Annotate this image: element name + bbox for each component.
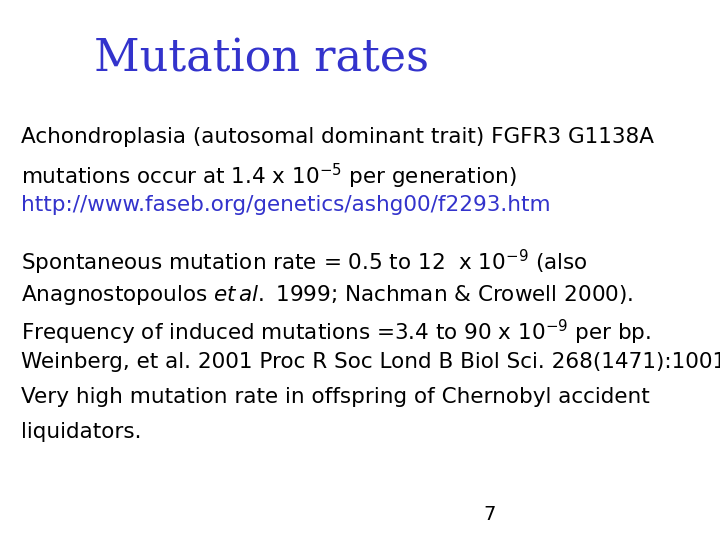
Text: Anagnostopoulos $\mathit{et\ \!al.}$ 1999; Nachman & Crowell 2000).: Anagnostopoulos $\mathit{et\ \!al.}$ 199… <box>21 283 633 307</box>
Text: 7: 7 <box>484 505 496 524</box>
Text: http://www.faseb.org/genetics/ashg00/f2293.htm: http://www.faseb.org/genetics/ashg00/f22… <box>21 195 551 215</box>
Text: Frequency of induced mutations =3.4 to 90 x 10$^{-9}$ per bp.: Frequency of induced mutations =3.4 to 9… <box>21 318 651 347</box>
Text: mutations occur at 1.4 x 10$^{-5}$ per generation): mutations occur at 1.4 x 10$^{-5}$ per g… <box>21 162 517 191</box>
Text: Spontaneous mutation rate = 0.5 to 12  x 10$^{-9}$ (also: Spontaneous mutation rate = 0.5 to 12 x … <box>21 248 588 277</box>
Text: Very high mutation rate in offspring of Chernobyl accident: Very high mutation rate in offspring of … <box>21 387 649 407</box>
Text: Mutation rates: Mutation rates <box>94 38 428 81</box>
Text: liquidators.: liquidators. <box>21 422 141 442</box>
Text: Weinberg, et al. 2001 Proc R Soc Lond B Biol Sci. 268(1471):1001-5.: Weinberg, et al. 2001 Proc R Soc Lond B … <box>21 352 720 372</box>
Text: Achondroplasia (autosomal dominant trait) FGFR3 G1138A: Achondroplasia (autosomal dominant trait… <box>21 127 654 147</box>
